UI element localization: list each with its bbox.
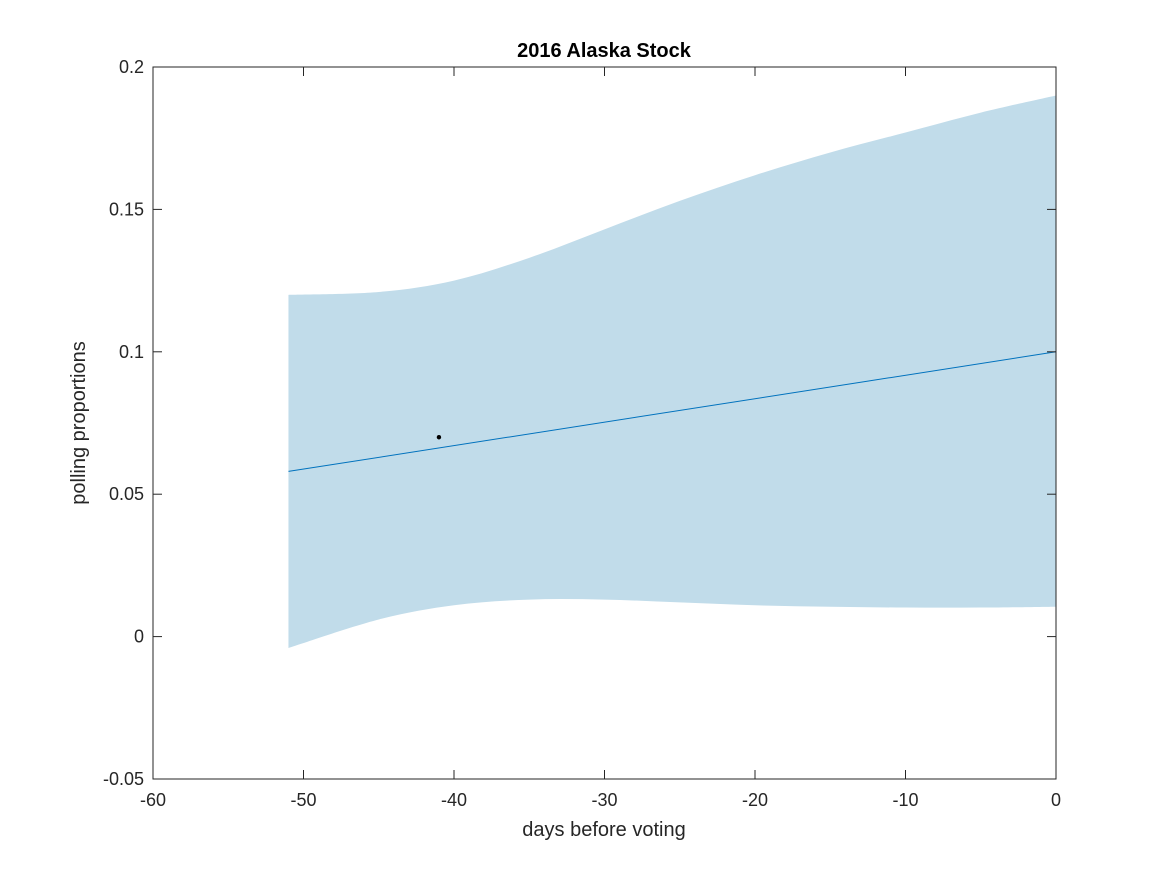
x-axis-label: days before voting [522,819,685,841]
tick-layer: -60 -50 -40 -30 -20 -10 0 -0.05 0 0.05 0.1 0.15 0.2 [103,57,1061,810]
series-layer [288,351,1057,472]
confidence-band-layer [288,95,1056,648]
y-tick-label: 0.2 [119,57,144,77]
y-tick-label: 0.05 [109,484,144,504]
y-tick-label: 0.1 [119,342,144,362]
x-tick-label: -50 [290,790,316,810]
y-tick-label: -0.05 [103,769,144,789]
confidence-band [288,95,1056,648]
x-tick-label: -30 [591,790,617,810]
x-tick-label: -10 [892,790,918,810]
y-tick-label: 0 [134,627,144,647]
x-tick-label: 0 [1051,790,1061,810]
y-axis-label: polling proportions [68,341,90,504]
x-tick-label: -60 [140,790,166,810]
x-tick-label: -20 [742,790,768,810]
y-tick-label: 0.15 [109,199,144,219]
x-tick-label: -40 [441,790,467,810]
trend-line [288,351,1057,472]
data-point [436,435,442,440]
chart-title: 2016 Alaska Stock [517,40,692,62]
